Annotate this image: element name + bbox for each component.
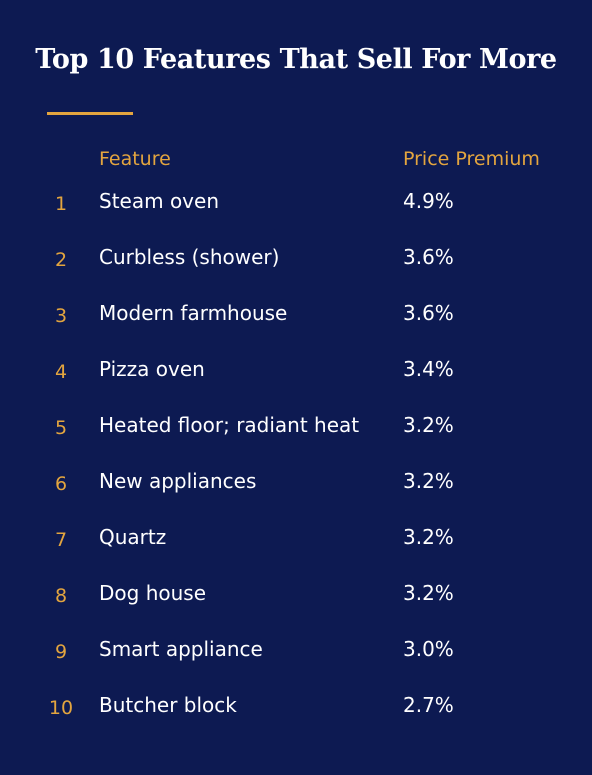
feature-name: Steam oven [99,189,219,213]
rank-number: 5 [54,417,68,439]
price-premium-value: 3.0% [403,637,454,661]
rank-number: 1 [54,193,68,215]
feature-name: Quartz [99,525,167,549]
price-premium-value: 4.9% [403,189,454,213]
table-row: 10 Butcher block 2.7% [0,693,592,723]
price-premium-value: 3.2% [403,469,454,493]
rank-number: 8 [54,585,68,607]
table-row: 5 Heated floor; radiant heat 3.2% [0,413,592,443]
column-header-price-premium: Price Premium [403,148,540,170]
price-premium-value: 2.7% [403,693,454,717]
feature-name: Pizza oven [99,357,205,381]
rank-number: 9 [54,641,68,663]
table-row: 7 Quartz 3.2% [0,525,592,555]
price-premium-value: 3.2% [403,413,454,437]
feature-name: Butcher block [99,693,237,717]
title-underline [47,112,133,115]
table-row: 9 Smart appliance 3.0% [0,637,592,667]
feature-name: Heated floor; radiant heat [99,413,360,437]
rank-number: 10 [48,697,74,719]
feature-name: Smart appliance [99,637,263,661]
table-row: 1 Steam oven 4.9% [0,189,592,219]
feature-name: Dog house [99,581,207,605]
feature-name: New appliances [99,469,257,493]
price-premium-value: 3.2% [403,525,454,549]
rank-number: 3 [54,305,68,327]
rank-number: 6 [54,473,68,495]
rank-number: 2 [54,249,68,271]
table-row: 8 Dog house 3.2% [0,581,592,611]
table-row: 2 Curbless (shower) 3.6% [0,245,592,275]
rank-number: 4 [54,361,68,383]
price-premium-value: 3.4% [403,357,454,381]
feature-name: Modern farmhouse [99,301,288,325]
chart-title: Top 10 Features That Sell For More [35,44,557,75]
table-row: 4 Pizza oven 3.4% [0,357,592,387]
price-premium-value: 3.2% [403,581,454,605]
price-premium-value: 3.6% [403,301,454,325]
rank-number: 7 [54,529,68,551]
table-row: 3 Modern farmhouse 3.6% [0,301,592,331]
column-header-feature: Feature [99,148,171,170]
price-premium-value: 3.6% [403,245,454,269]
table-row: 6 New appliances 3.2% [0,469,592,499]
feature-name: Curbless (shower) [99,245,280,269]
